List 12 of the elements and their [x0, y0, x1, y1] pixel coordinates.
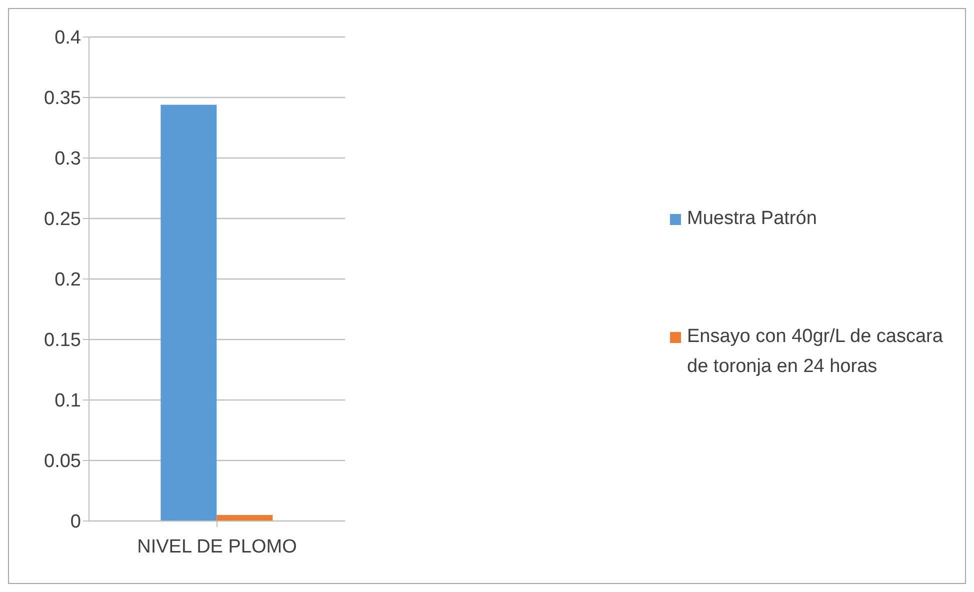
y-tick-label: 0: [70, 512, 81, 533]
y-tick-label: 0.1: [54, 390, 81, 412]
legend-label: Ensayo con 40gr/L de cascara de toronja en 24 horas: [687, 325, 944, 379]
x-tick-label: NIVEL DE PLOMO: [137, 536, 297, 558]
y-tick-label: 0.15: [44, 330, 81, 352]
y-tick-label: 0.4: [54, 28, 82, 49]
y-tick-label: 0.2: [54, 270, 81, 291]
y-tick-label: 0.05: [44, 451, 81, 472]
legend-label: Muestra Patrón: [687, 207, 817, 231]
y-tick-label: 0.35: [44, 88, 81, 110]
y-tick-label: 0.25: [44, 209, 81, 230]
y-tick-label: 0.3: [54, 148, 81, 170]
